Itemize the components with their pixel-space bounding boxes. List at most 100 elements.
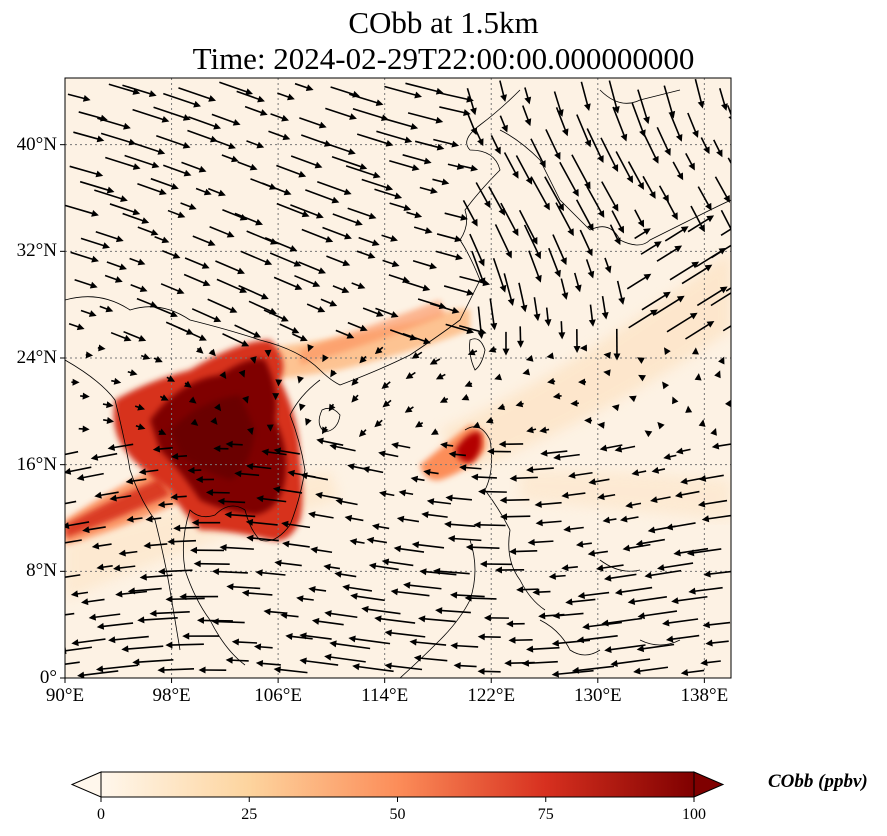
wind-vector <box>500 202 517 233</box>
wind-vector <box>702 499 728 506</box>
wind-vector <box>634 230 648 240</box>
wind-vector <box>401 518 420 523</box>
wind-vector <box>560 278 567 296</box>
wind-vector <box>685 322 711 340</box>
wind-vector <box>330 86 356 96</box>
wind-vector <box>573 272 580 288</box>
wind-vector-head <box>171 183 179 190</box>
wind-vector-head <box>198 165 207 173</box>
wind-vector <box>727 157 731 165</box>
wind-vector <box>469 597 497 600</box>
wind-vector <box>163 164 188 175</box>
wind-vector-head <box>538 612 546 620</box>
wind-vector <box>66 521 90 527</box>
wind-vector-head <box>485 416 494 424</box>
wind-vector <box>576 665 615 672</box>
wind-vector <box>663 85 674 114</box>
wind-vector <box>349 93 379 105</box>
wind-vector <box>586 128 603 159</box>
wind-vector <box>355 595 385 602</box>
wind-vector-head <box>305 84 314 92</box>
wind-vector <box>100 664 139 670</box>
wind-vector-head <box>488 346 497 353</box>
wind-vector-head <box>77 671 85 678</box>
wind-vector-head <box>413 654 422 662</box>
wind-vector-head <box>525 176 533 185</box>
wind-vector-head <box>561 491 569 499</box>
wind-vector-head <box>402 276 410 283</box>
wind-vector-head <box>125 477 134 485</box>
wind-vector-head <box>721 103 728 111</box>
wind-vector <box>414 641 447 646</box>
wind-vector <box>559 161 578 193</box>
wind-vector-head <box>635 539 644 547</box>
wind-vector-head <box>718 356 725 365</box>
wind-vector-head <box>685 405 693 413</box>
y-tick-label: 32°N <box>16 240 57 262</box>
wind-vector-head <box>196 616 205 624</box>
wind-vector-head <box>76 323 85 331</box>
wind-vector-head <box>676 172 684 181</box>
wind-vector <box>250 521 278 526</box>
wind-vector-head <box>583 103 591 112</box>
wind-vector-head <box>287 469 295 477</box>
wind-vector-head <box>543 202 550 211</box>
wind-vector-head <box>390 235 398 242</box>
wind-vector-head <box>335 498 343 506</box>
wind-vector-head <box>723 195 730 203</box>
wind-vector <box>389 329 413 339</box>
wind-vector-head <box>287 93 295 101</box>
wind-vector-head <box>296 595 304 603</box>
wind-vector <box>382 259 396 266</box>
wind-vector <box>414 140 440 149</box>
wind-vector <box>488 186 504 212</box>
wind-vector-head <box>440 441 448 449</box>
wind-vector <box>395 444 411 449</box>
wind-vector <box>68 466 92 473</box>
wind-vector <box>628 311 654 329</box>
wind-vector-head <box>483 614 491 622</box>
wind-vector <box>619 586 653 594</box>
wind-vector-head <box>665 523 674 531</box>
wind-vector-head <box>231 155 239 163</box>
wind-vector-head <box>673 549 681 557</box>
wind-vector <box>306 303 322 311</box>
wind-vector-head <box>329 300 338 307</box>
wind-vector <box>384 85 418 97</box>
wind-vector-head <box>348 148 356 155</box>
wind-vector-head <box>698 474 707 482</box>
wind-vector-head <box>374 346 383 355</box>
wind-vector-head <box>132 208 141 216</box>
wind-vector-head <box>324 653 332 661</box>
wind-vector <box>553 91 562 113</box>
wind-vector-head <box>552 392 561 400</box>
wind-vector <box>514 476 538 480</box>
wind-vector-head <box>157 148 166 155</box>
wind-vector-head <box>298 170 307 178</box>
wind-vector <box>604 444 623 450</box>
wind-vector <box>117 565 136 570</box>
wind-vector-head <box>547 377 555 385</box>
wind-vector <box>466 88 475 111</box>
wind-vector-head <box>308 585 316 593</box>
wind-vector <box>236 90 261 101</box>
wind-vector <box>490 135 500 151</box>
wind-vector-head <box>422 284 431 292</box>
wind-vector-head <box>680 226 689 233</box>
wind-vector-head <box>167 538 175 546</box>
wind-vector-head <box>70 590 79 598</box>
wind-vector <box>236 641 258 644</box>
wind-vector <box>624 516 639 521</box>
wind-vector-head <box>285 633 293 640</box>
wind-vector <box>332 213 359 224</box>
wind-vector <box>112 443 134 449</box>
wind-vector-head <box>170 310 178 318</box>
wind-vector <box>714 176 729 199</box>
wind-vector-head <box>445 494 453 502</box>
wind-vector-head <box>500 513 508 521</box>
wind-vector <box>381 234 394 240</box>
wind-vector-head <box>535 274 542 283</box>
wind-vector-head <box>132 88 141 95</box>
wind-vector-head <box>533 313 541 322</box>
wind-vector-head <box>102 242 111 249</box>
